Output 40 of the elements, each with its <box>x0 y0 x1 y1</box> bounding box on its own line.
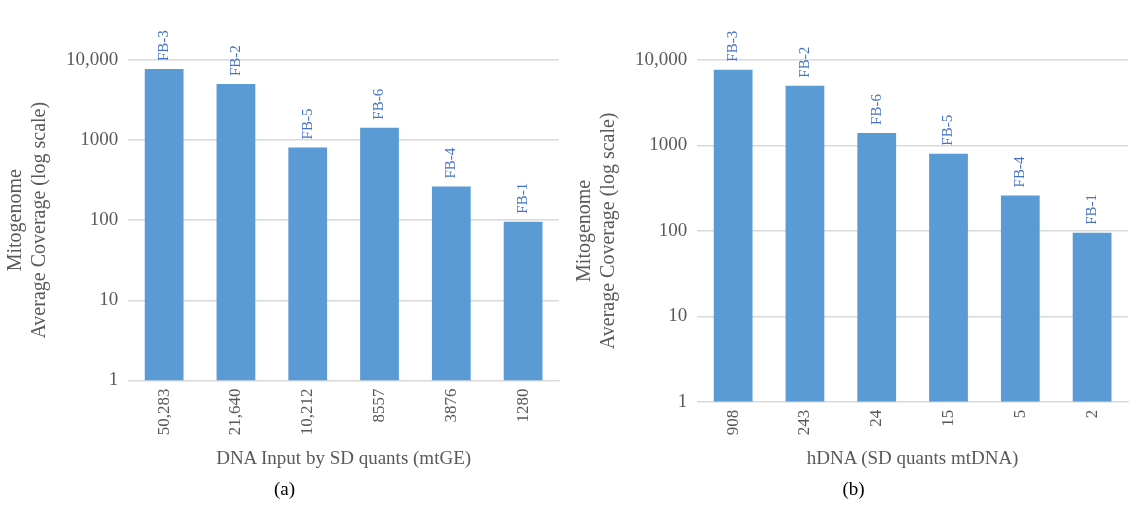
y-tick-label: 10 <box>99 288 119 310</box>
x-tick-label: 21,640 <box>225 388 245 436</box>
x-tick-label: 2 <box>1081 409 1101 419</box>
data-label: FB-4 <box>1011 156 1028 188</box>
text: (a) <box>272 478 297 500</box>
data-label: FB-1 <box>514 182 531 214</box>
y-axis-title: Mitogenome Average Coverage (log scale) <box>3 101 51 339</box>
y-tick-label: 1 <box>108 368 119 390</box>
y-tick-label: 1 <box>677 389 688 411</box>
y-tick-label: 10 <box>668 304 688 326</box>
data-label: FB-3 <box>724 30 741 62</box>
y-tick-label: 1000 <box>80 128 119 150</box>
data-label: FB-1 <box>1083 193 1100 225</box>
y-tick-label: 100 <box>658 218 688 240</box>
data-label: FB-5 <box>298 108 315 140</box>
y-tick-label: 10,000 <box>635 47 688 69</box>
text: (b) <box>841 478 866 500</box>
data-label: FB-2 <box>226 45 243 77</box>
x-tick-label: 10,212 <box>297 388 317 436</box>
y-tick-label: 1000 <box>649 133 688 155</box>
data-label: FB-3 <box>155 30 172 62</box>
x-tick-label: 50,283 <box>153 388 173 436</box>
data-label: FB-4 <box>442 147 459 179</box>
x-tick-label: 24 <box>866 409 886 427</box>
y-tick-label: 10,000 <box>66 47 119 69</box>
x-tick-label: 3876 <box>440 388 460 423</box>
x-axis-title: hDNA (SD quants mtDNA) <box>806 446 1019 469</box>
data-label: FB-6 <box>867 93 884 125</box>
data-label: FB-5 <box>939 114 956 146</box>
x-tick-label: 15 <box>937 409 957 427</box>
y-axis-title: Mitogenome Average Coverage (log scale) <box>572 112 620 350</box>
x-axis-title: DNA Input by SD quants (mtGE) <box>216 446 472 469</box>
data-label: FB-2 <box>795 46 812 78</box>
x-tick-label: 1280 <box>512 388 532 423</box>
data-label: FB-6 <box>370 88 387 120</box>
x-tick-label: 8557 <box>368 387 388 423</box>
x-tick-label: 243 <box>794 409 814 436</box>
y-tick-label: 100 <box>89 208 119 230</box>
x-tick-label: 5 <box>1009 409 1029 419</box>
x-tick-label: 908 <box>722 409 742 436</box>
